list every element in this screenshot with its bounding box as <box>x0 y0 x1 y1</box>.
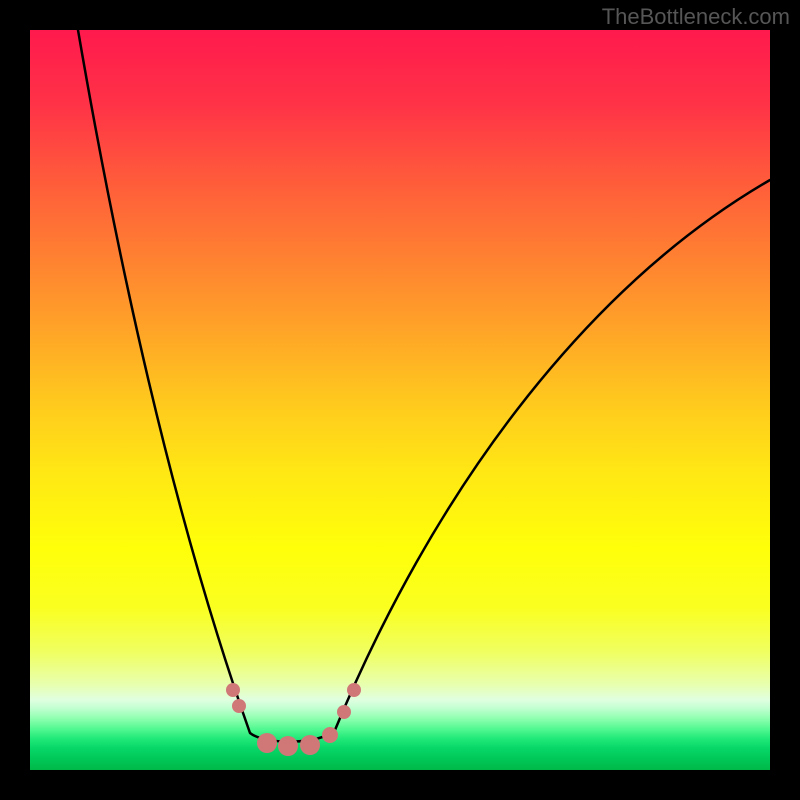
curve-marker <box>322 727 338 743</box>
curve-marker <box>226 683 240 697</box>
curve-marker <box>347 683 361 697</box>
gradient-background <box>30 30 770 770</box>
plot-area <box>30 30 770 770</box>
curve-marker <box>300 735 320 755</box>
curve-marker <box>232 699 246 713</box>
curve-marker <box>278 736 298 756</box>
watermark-text: TheBottleneck.com <box>602 4 790 30</box>
bottleneck-chart <box>30 30 770 770</box>
curve-marker <box>257 733 277 753</box>
curve-marker <box>337 705 351 719</box>
